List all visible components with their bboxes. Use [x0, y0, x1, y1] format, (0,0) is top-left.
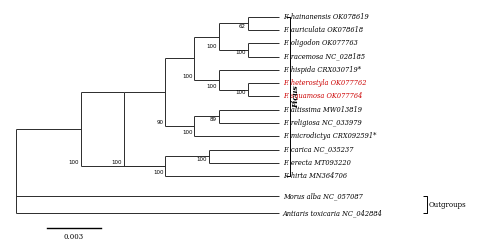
Text: 100: 100: [206, 84, 216, 89]
Text: F. racemosa NC_028185: F. racemosa NC_028185: [283, 52, 365, 61]
Text: Outgroups: Outgroups: [429, 201, 467, 209]
Text: Morus alba NC_057087: Morus alba NC_057087: [283, 192, 363, 200]
Text: 100: 100: [235, 90, 246, 95]
Text: Ficus: Ficus: [292, 85, 300, 108]
Text: F. altissima MW013819: F. altissima MW013819: [283, 106, 362, 114]
Text: 100: 100: [235, 51, 246, 55]
Text: F. heterostyla OK077762: F. heterostyla OK077762: [283, 79, 366, 87]
Text: 100: 100: [182, 74, 192, 79]
Text: 62: 62: [238, 24, 246, 29]
Text: 90: 90: [156, 120, 164, 125]
Text: 100: 100: [206, 44, 216, 49]
Text: 0.003: 0.003: [64, 233, 84, 241]
Text: F. microdictya CRX092591*: F. microdictya CRX092591*: [283, 132, 376, 140]
Text: F. hirta MN364706: F. hirta MN364706: [283, 172, 347, 180]
Text: 100: 100: [112, 160, 122, 165]
Text: 100: 100: [182, 130, 192, 135]
Text: F. hispida CRX030719*: F. hispida CRX030719*: [283, 66, 361, 74]
Text: F. oligodon OK077763: F. oligodon OK077763: [283, 39, 358, 47]
Text: F. religiosa NC_033979: F. religiosa NC_033979: [283, 119, 362, 127]
Text: 100: 100: [196, 157, 207, 162]
Text: 100: 100: [153, 170, 164, 175]
Text: 89: 89: [210, 117, 216, 122]
Text: 100: 100: [68, 160, 78, 165]
Text: F. carica NC_035237: F. carica NC_035237: [283, 146, 354, 154]
Text: Antiaris toxicaria NC_042884: Antiaris toxicaria NC_042884: [283, 209, 383, 217]
Text: F. hainanensis OK078619: F. hainanensis OK078619: [283, 13, 368, 21]
Text: F. erecta MT093220: F. erecta MT093220: [283, 159, 351, 167]
Text: F. squamosa OK077764: F. squamosa OK077764: [283, 92, 362, 100]
Text: F. auriculata OK078618: F. auriculata OK078618: [283, 26, 363, 34]
